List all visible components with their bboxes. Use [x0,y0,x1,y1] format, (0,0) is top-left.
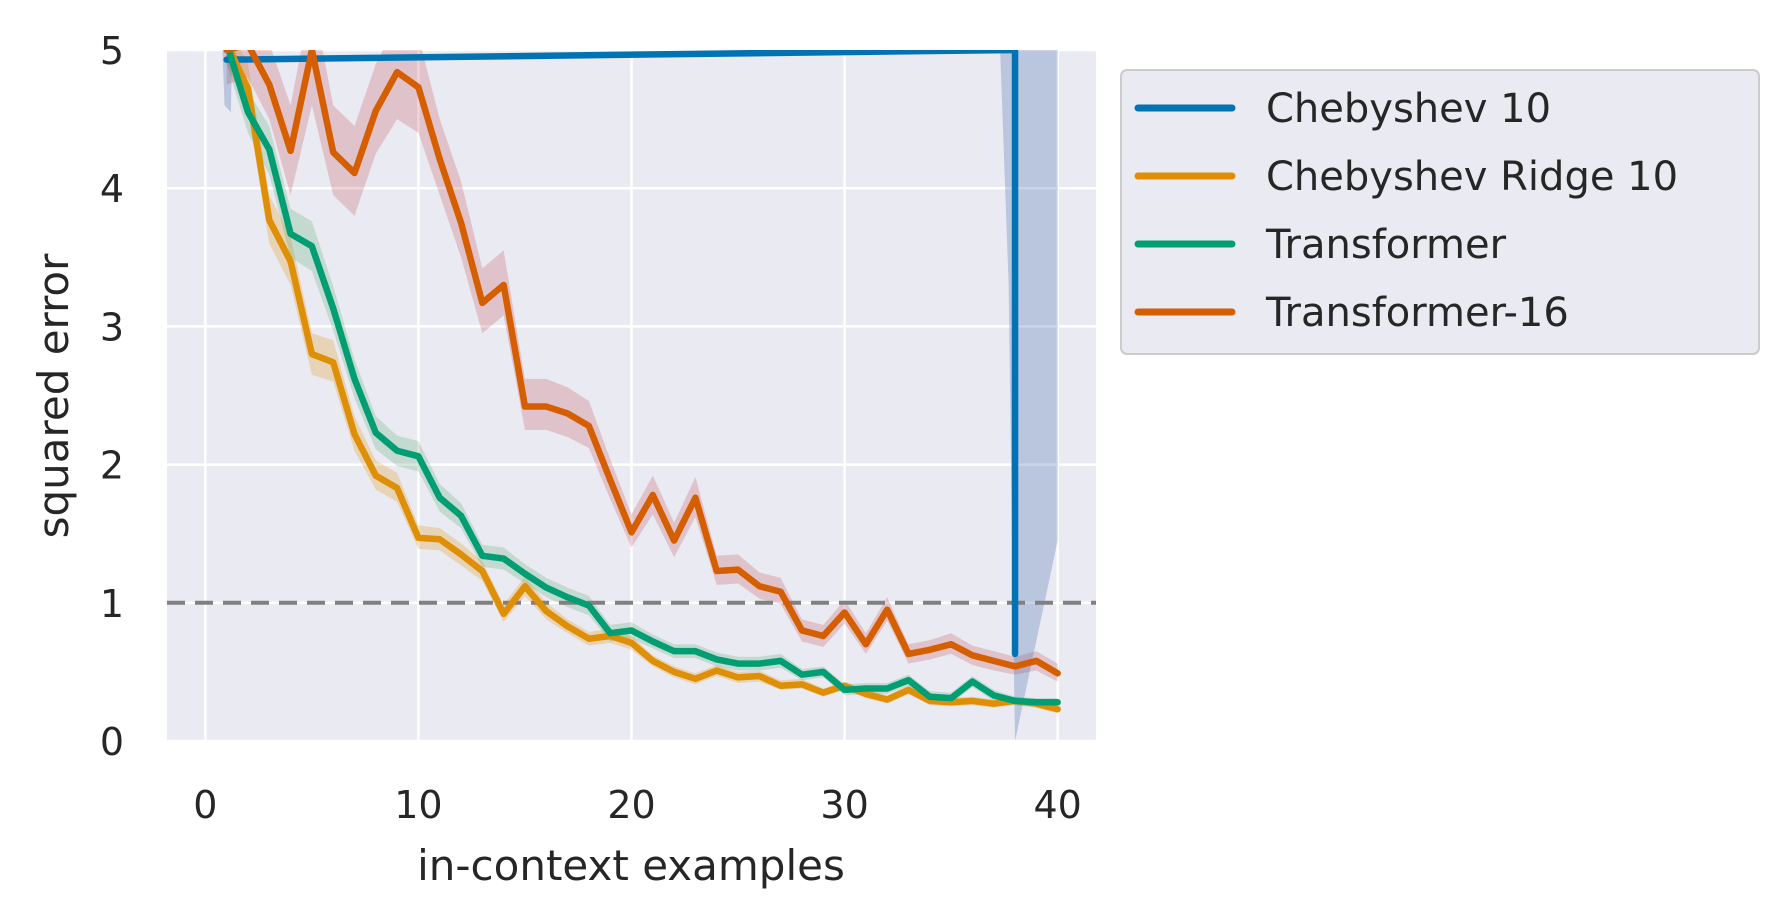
legend: Chebyshev 10 Chebyshev Ridge 10 Transforme… [1120,69,1760,355]
y-tick-label: 1 [100,582,124,626]
series-lines [223,50,1061,713]
x-tick-label: 30 [820,783,868,827]
legend-label: Chebyshev 10 [1266,86,1551,132]
y-tick-label: 4 [100,167,124,211]
x-tick-label: 10 [394,783,442,827]
series-line [225,50,1061,706]
x-tick-label: 20 [607,783,655,827]
series-line [223,50,1019,658]
legend-frame [1120,69,1760,355]
legend-label: Transformer-16 [1265,290,1569,336]
x-axis-title: in-context examples [417,841,845,890]
series-line [223,50,1061,677]
legend-label: Chebyshev Ridge 10 [1266,154,1678,200]
y-tick-labels: 0 1 2 3 4 5 [100,29,124,764]
y-tick-label: 0 [100,720,124,764]
x-tick-label: 40 [1033,783,1081,827]
confidence-band [226,50,1058,682]
confidence-band [222,50,232,113]
y-tick-label: 2 [100,444,124,488]
x-tick-labels: 0 10 20 30 40 [193,783,1082,827]
legend-label: Transformer [1265,222,1507,268]
y-tick-label: 5 [100,29,124,73]
confidence-band [226,50,1058,714]
series-line [226,50,1061,713]
y-tick-label: 3 [100,305,124,349]
y-axis-title: squared error [29,253,78,539]
x-tick-label: 0 [193,783,217,827]
